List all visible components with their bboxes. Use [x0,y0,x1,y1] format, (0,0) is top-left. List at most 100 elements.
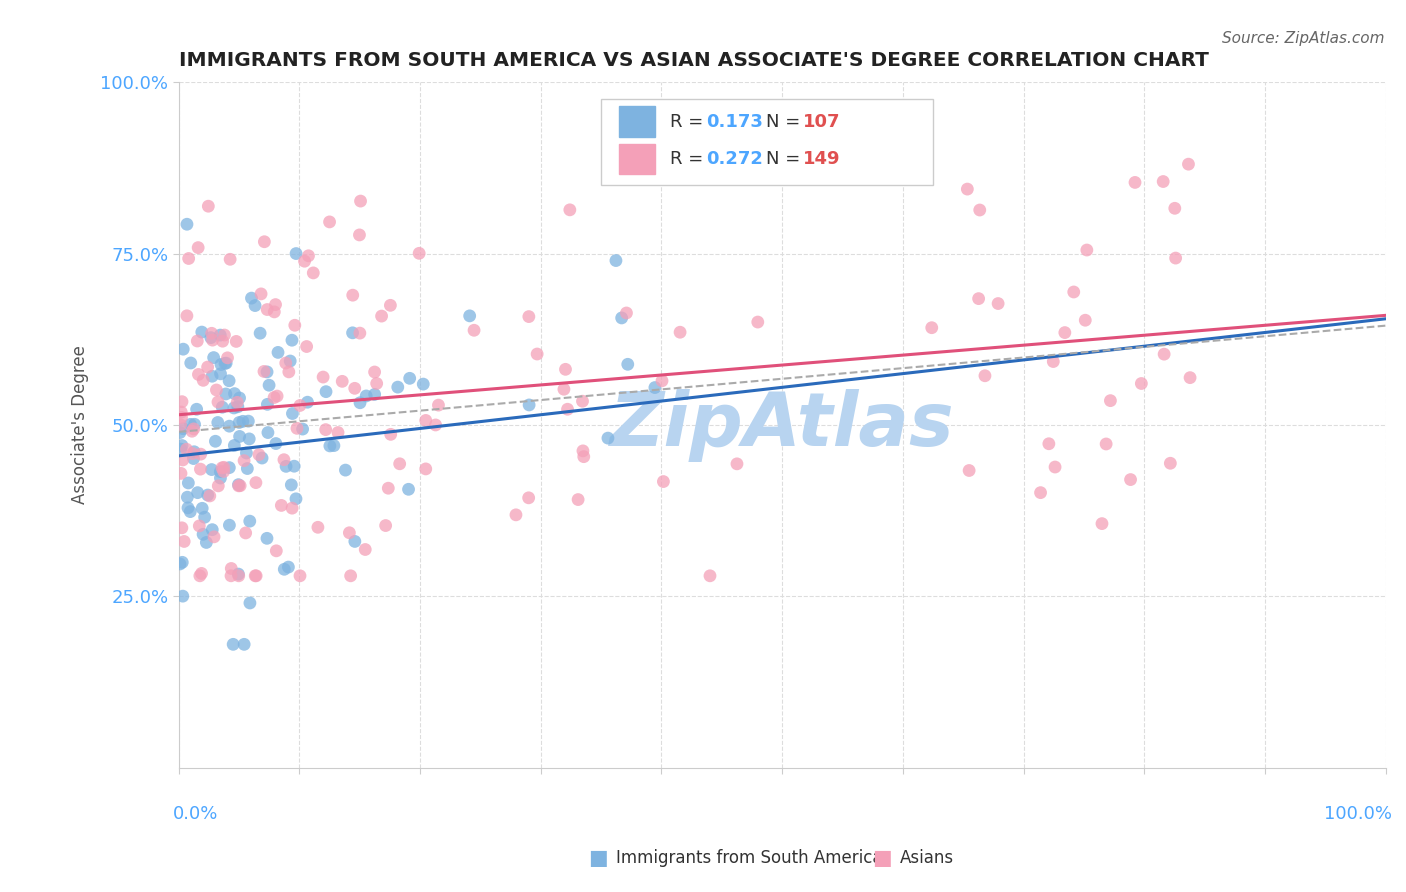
Point [1095,437,1118,451]
Point [191,325,214,339]
Point [191,501,214,516]
Point [187,485,209,500]
Point [370,309,392,323]
Point [266,544,288,558]
Point [201,523,224,537]
Point [1074,313,1097,327]
FancyBboxPatch shape [619,106,655,137]
Point [256,532,278,546]
Point [330,375,353,389]
Point [238,432,260,446]
Point [177,252,200,266]
Point [240,291,263,305]
Point [415,413,437,427]
Point [236,461,259,475]
Point [572,450,595,464]
Point [211,461,233,475]
Point [172,342,194,356]
Point [1177,157,1199,171]
Point [222,401,245,415]
Point [652,475,675,489]
Point [228,567,250,582]
Point [212,465,235,479]
Point [218,518,240,533]
Point [180,356,202,370]
Point [226,400,249,414]
Point [170,438,193,452]
Point [228,569,250,583]
Point [274,459,297,474]
Point [388,457,411,471]
Point [209,465,232,479]
Point [297,249,319,263]
Point [374,518,396,533]
Point [245,475,267,490]
Point [193,373,215,387]
Point [354,542,377,557]
Point [181,446,204,460]
Text: ■: ■ [588,848,607,868]
Point [190,462,212,476]
Point [699,569,721,583]
Point [354,389,377,403]
Point [207,395,229,409]
Point [202,351,225,365]
Point [349,194,371,208]
Point [319,439,342,453]
Point [253,235,276,249]
Point [1119,473,1142,487]
Point [1063,285,1085,299]
Text: 149: 149 [803,150,841,168]
Point [616,357,638,371]
Point [225,334,247,349]
Point [610,310,633,325]
Point [517,491,540,505]
Point [219,569,242,583]
Point [526,347,548,361]
Point [249,326,271,341]
Point [250,450,273,465]
Point [312,370,335,384]
Point [273,452,295,467]
Point [172,555,194,569]
Point [233,637,256,651]
Point [342,326,364,340]
Point [281,407,304,421]
Point [232,414,254,428]
Point [172,453,194,467]
Point [194,510,217,524]
Point [1153,347,1175,361]
Point [202,530,225,544]
Point [315,423,337,437]
Point [191,527,214,541]
Point [343,381,366,395]
Point [211,334,233,348]
Point [339,569,361,583]
Point [217,351,239,365]
Text: 0.0%: 0.0% [173,805,218,823]
Point [179,505,201,519]
Point [283,459,305,474]
Point [463,323,485,337]
Point [170,410,193,425]
Point [188,519,211,533]
Point [291,422,314,436]
Point [233,453,256,467]
Point [218,460,240,475]
Point [554,362,576,376]
Point [1043,460,1066,475]
Point [326,425,349,440]
Point [1130,376,1153,391]
Point [605,253,627,268]
Point [644,380,666,394]
Point [238,414,260,428]
Point [197,360,219,375]
Point [250,286,273,301]
Point [176,490,198,504]
Point [239,514,262,528]
Point [218,374,240,388]
Point [235,446,257,460]
Point [553,382,575,396]
Point [209,367,232,381]
Point [170,467,193,481]
